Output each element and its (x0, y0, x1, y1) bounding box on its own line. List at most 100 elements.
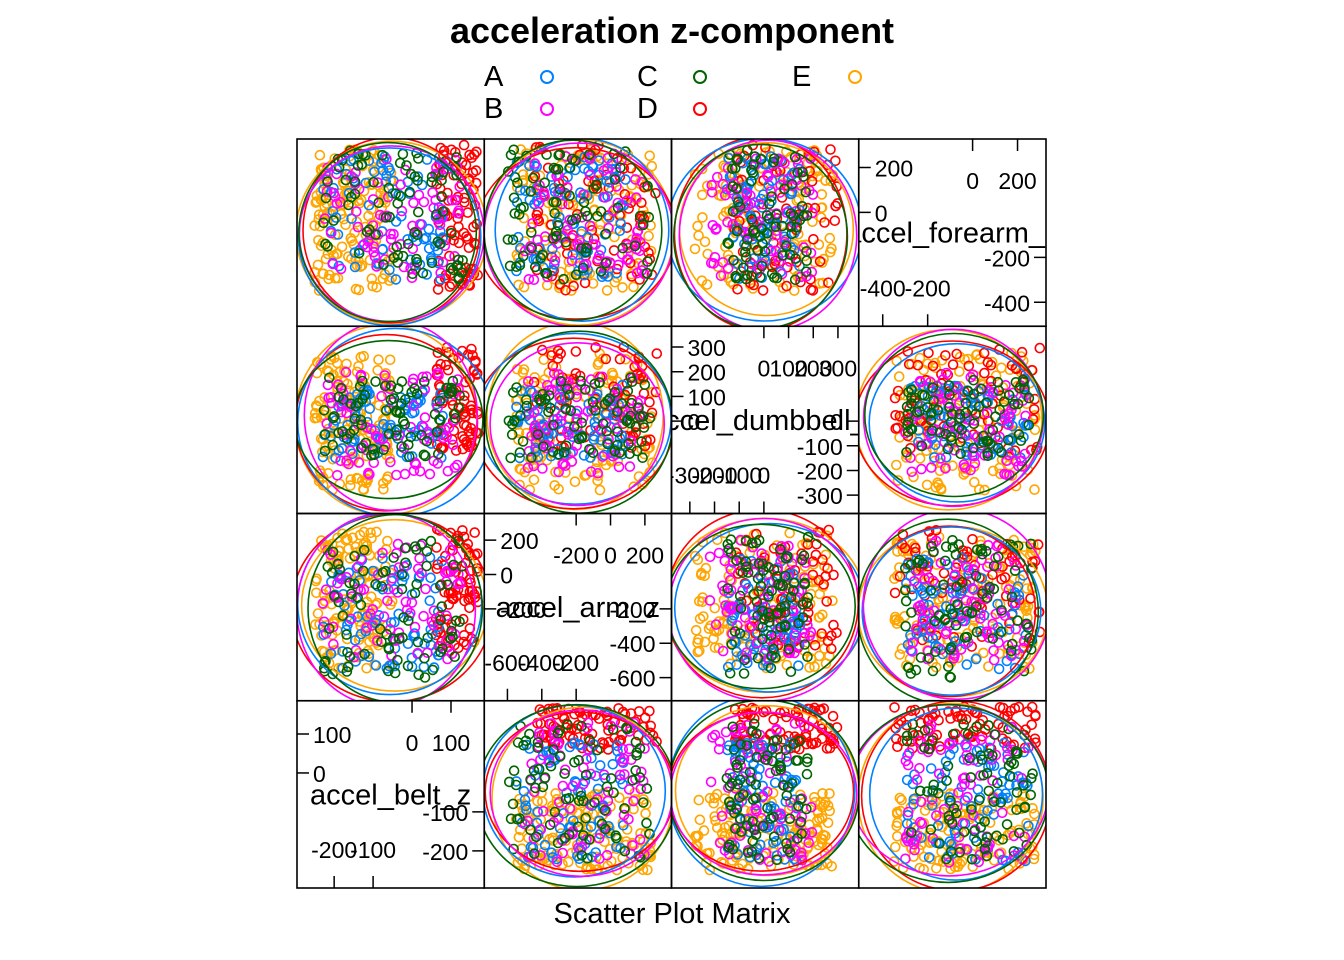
point (534, 170, 546, 181)
point (1006, 609, 1018, 621)
point (1013, 827, 1025, 839)
point (390, 430, 402, 441)
legend-label: D (637, 93, 658, 125)
point (708, 625, 720, 637)
point (557, 858, 568, 870)
point (350, 400, 362, 412)
point (560, 793, 572, 805)
point (729, 807, 740, 819)
point (644, 150, 656, 162)
point (571, 440, 583, 451)
point (618, 753, 630, 765)
point (344, 480, 356, 491)
point (771, 608, 783, 620)
point (325, 549, 337, 560)
point (539, 190, 550, 202)
point (802, 753, 813, 764)
point (607, 758, 619, 770)
point (770, 221, 781, 232)
point (368, 449, 380, 461)
point (922, 645, 934, 657)
point (384, 264, 395, 276)
point (758, 565, 769, 576)
point (689, 243, 701, 255)
point (942, 760, 954, 772)
point (800, 266, 812, 278)
point (726, 855, 738, 866)
point (975, 734, 987, 746)
point (748, 718, 760, 730)
point (548, 368, 560, 379)
point (731, 738, 742, 750)
point (747, 225, 759, 237)
point (367, 443, 379, 455)
point (550, 466, 561, 478)
point (740, 652, 752, 664)
point (891, 830, 903, 842)
point (764, 767, 776, 779)
point (697, 611, 709, 622)
point (397, 148, 409, 160)
point (971, 721, 982, 733)
point (706, 179, 718, 191)
point (916, 743, 928, 755)
point (945, 846, 957, 857)
point (775, 761, 787, 773)
point (366, 273, 378, 285)
point (452, 207, 463, 219)
point (549, 806, 561, 818)
point (432, 402, 444, 413)
point (704, 595, 716, 606)
point (431, 426, 443, 438)
point (615, 218, 627, 230)
point (412, 153, 424, 164)
point (799, 572, 811, 584)
point (589, 797, 600, 808)
point (535, 378, 547, 390)
point (553, 369, 564, 380)
point (554, 149, 566, 160)
ellipse-class-b (489, 341, 666, 507)
point (317, 451, 329, 463)
point (748, 253, 760, 264)
point (757, 285, 769, 296)
point (422, 632, 434, 644)
point (541, 149, 552, 160)
point (341, 433, 353, 445)
point (788, 738, 800, 750)
point (333, 260, 345, 272)
point (581, 210, 593, 222)
point (828, 619, 839, 631)
point (992, 777, 1003, 789)
point (722, 237, 734, 249)
point (1011, 787, 1023, 798)
point (402, 660, 414, 672)
point (421, 371, 433, 382)
point (575, 375, 587, 387)
point (449, 651, 461, 663)
point (1020, 599, 1031, 611)
point (423, 223, 435, 235)
point (558, 442, 570, 453)
point (935, 744, 947, 756)
point (434, 395, 446, 407)
point (785, 151, 797, 163)
point (810, 737, 822, 749)
point (1021, 817, 1032, 829)
point (616, 249, 628, 260)
point (320, 192, 332, 204)
point (619, 803, 630, 814)
point (377, 165, 389, 176)
point (796, 811, 808, 823)
point (328, 638, 339, 650)
point (373, 354, 384, 366)
point (440, 567, 451, 579)
point (1001, 742, 1013, 754)
point (595, 423, 607, 435)
point (641, 817, 652, 829)
point (539, 839, 551, 851)
point (382, 595, 393, 607)
point (613, 792, 625, 804)
point (548, 419, 559, 431)
point (471, 368, 483, 379)
